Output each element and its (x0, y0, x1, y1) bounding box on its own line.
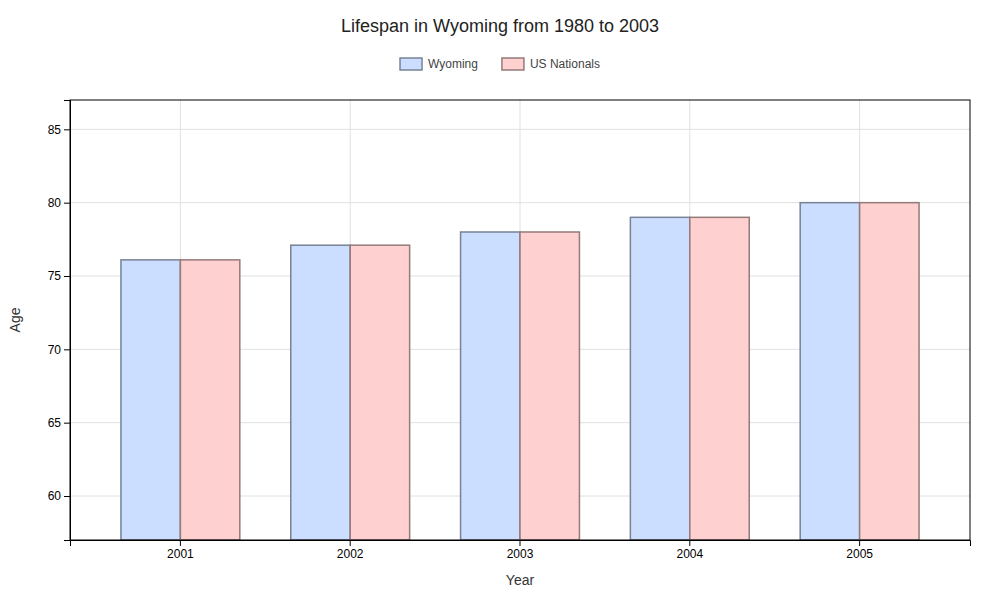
legend-item: US Nationals (502, 57, 600, 71)
y-axis-title: Age (7, 307, 23, 332)
title: Lifespan in Wyoming from 1980 to 2003 (341, 16, 659, 36)
y-tick-mark (64, 496, 70, 497)
legend-swatch (400, 58, 422, 70)
y-tick: 75 (48, 269, 70, 283)
x-tick-mark (180, 540, 181, 546)
x-axis-title: Year (506, 572, 535, 588)
plot-frame (70, 100, 970, 540)
x-tick-mark (689, 540, 690, 546)
x-tick-label: 2005 (846, 547, 873, 561)
bar (860, 203, 919, 540)
x-tick: 2003 (507, 540, 534, 561)
legend-label: Wyoming (428, 57, 478, 71)
x-tick-mark (350, 540, 351, 546)
series (121, 203, 860, 540)
bar (800, 203, 859, 540)
bar (461, 232, 520, 540)
x-axis: 2001 2002 2003 2004 2005 (71, 540, 971, 561)
legend-label: US Nationals (530, 57, 600, 71)
y-tick: 80 (48, 196, 70, 210)
y-tick: 60 (48, 489, 70, 503)
x-axis-line (71, 541, 971, 547)
y-tick: 65 (48, 416, 70, 430)
y-tick-label: 75 (48, 269, 62, 283)
y-tick-label: 80 (48, 196, 62, 210)
y-axis: 60 65 70 75 80 85 (48, 101, 71, 541)
bar (520, 232, 579, 540)
y-tick: 70 (48, 343, 70, 357)
x-tick-mark (859, 540, 860, 546)
y-tick-label: 60 (48, 489, 62, 503)
bar (291, 245, 350, 540)
bar (180, 260, 239, 540)
y-tick-label: 70 (48, 343, 62, 357)
legend: Wyoming US Nationals (400, 57, 600, 71)
y-tick-mark (64, 129, 70, 130)
x-tick: 2001 (167, 540, 194, 561)
y-tick-mark (64, 276, 70, 277)
y-tick-label: 65 (48, 416, 62, 430)
y-tick: 85 (48, 123, 70, 137)
plot: 2001 2002 2003 2004 2005 60 65 70 75 80 85 (48, 100, 971, 561)
x-tick-mark (520, 540, 521, 546)
bar (690, 217, 749, 540)
bar (630, 217, 689, 540)
y-tick-mark (64, 349, 70, 350)
bar (350, 245, 409, 540)
y-tick-mark (64, 423, 70, 424)
x-tick-label: 2004 (676, 547, 703, 561)
chart: 2001 2002 2003 2004 2005 60 65 70 75 80 85 Year Age L… (0, 0, 1000, 600)
x-tick-label: 2001 (167, 547, 194, 561)
y-tick-label: 85 (48, 123, 62, 137)
x-tick: 2002 (337, 540, 364, 561)
y-axis-line (64, 101, 71, 541)
x-tick: 2005 (846, 540, 873, 561)
grid (70, 100, 970, 540)
series (180, 203, 919, 540)
x-tick: 2004 (676, 540, 703, 561)
x-tick-label: 2003 (507, 547, 534, 561)
bars (121, 203, 919, 540)
x-tick-label: 2002 (337, 547, 364, 561)
bar (121, 260, 180, 540)
legend-item: Wyoming (400, 57, 478, 71)
y-tick-mark (64, 203, 70, 204)
legend-swatch (502, 58, 524, 70)
